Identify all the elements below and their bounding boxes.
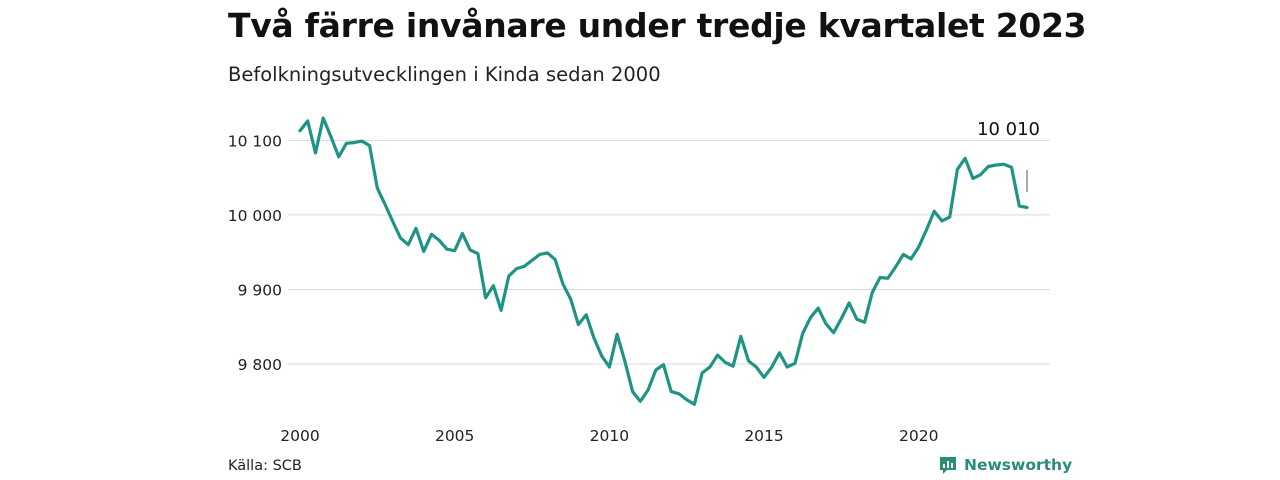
x-tick-label: 2015 — [744, 427, 783, 445]
y-tick-label: 10 000 — [228, 207, 282, 225]
end-value-label: 10 010 — [977, 119, 1040, 140]
source-note: Källa: SCB — [228, 458, 302, 474]
series-line — [298, 116, 1029, 406]
chart-subtitle: Befolkningsutvecklingen i Kinda sedan 20… — [228, 63, 661, 86]
y-tick-label: 9 900 — [238, 281, 282, 299]
y-tick-label: 10 100 — [228, 132, 282, 150]
chart-title: Två färre invånare under tredje kvartale… — [228, 6, 1087, 45]
x-tick-label: 2020 — [899, 427, 938, 445]
brand-name: Newsworthy — [964, 456, 1073, 474]
y-tick-label: 9 800 — [238, 356, 282, 374]
x-tick-label: 2010 — [590, 427, 629, 445]
x-tick-label: 2005 — [435, 427, 474, 445]
brand-logo: Newsworthy — [938, 455, 1072, 475]
newsworthy-logo-icon — [940, 457, 956, 474]
x-tick-label: 2000 — [280, 427, 319, 445]
